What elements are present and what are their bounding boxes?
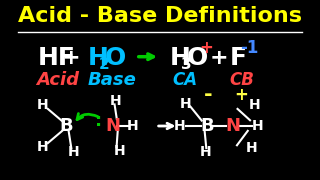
Text: N: N xyxy=(225,117,240,135)
Text: H: H xyxy=(200,145,211,159)
Text: H: H xyxy=(36,98,48,112)
Text: H: H xyxy=(36,140,48,154)
Text: O: O xyxy=(187,46,208,70)
Text: +: + xyxy=(210,48,228,68)
Text: H: H xyxy=(246,141,258,156)
Text: HF: HF xyxy=(38,46,76,70)
Text: H: H xyxy=(252,119,263,133)
Text: H: H xyxy=(68,145,79,159)
Text: CB: CB xyxy=(229,71,254,89)
Text: Acid - Base Definitions: Acid - Base Definitions xyxy=(18,6,302,26)
Text: 3: 3 xyxy=(181,57,192,72)
Text: +: + xyxy=(199,39,213,57)
Text: Acid: Acid xyxy=(36,71,79,89)
Text: H: H xyxy=(88,46,108,70)
Text: B: B xyxy=(60,117,73,135)
Text: F: F xyxy=(229,46,247,70)
Text: +: + xyxy=(62,48,81,68)
Text: O: O xyxy=(105,46,126,70)
Text: H: H xyxy=(110,94,122,108)
Text: 2: 2 xyxy=(99,57,110,72)
Text: H: H xyxy=(249,98,260,112)
Text: H: H xyxy=(170,46,191,70)
Text: CA: CA xyxy=(173,71,198,89)
Text: H: H xyxy=(114,144,125,158)
Text: +: + xyxy=(234,86,248,104)
Text: B: B xyxy=(200,117,214,135)
Text: H: H xyxy=(180,96,191,111)
Text: -: - xyxy=(204,84,212,105)
Text: H: H xyxy=(127,119,138,133)
Text: H: H xyxy=(174,119,186,133)
Text: Base: Base xyxy=(88,71,136,89)
Text: :: : xyxy=(95,112,102,130)
Text: N: N xyxy=(106,117,121,135)
Text: -1: -1 xyxy=(240,39,259,57)
